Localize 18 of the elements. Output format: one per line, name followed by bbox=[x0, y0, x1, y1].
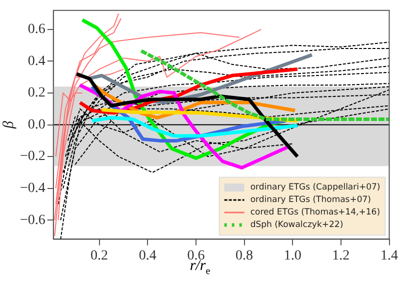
x-tick-label: 0.4 bbox=[138, 248, 156, 264]
y-axis-title: β bbox=[0, 120, 17, 130]
legend-label: ordinary ETGs (Thomas+07) bbox=[250, 195, 372, 206]
y-tick-label: 0.4 bbox=[28, 54, 46, 69]
legend-label: cored ETGs (Thomas+14,+16) bbox=[250, 208, 380, 218]
y-tick-label: −0.2 bbox=[20, 149, 46, 164]
x-tick-label: 1.2 bbox=[332, 248, 350, 264]
legend-label: ordinary ETGs (Cappellari+07) bbox=[250, 182, 380, 193]
y-tick-label: −0.4 bbox=[20, 181, 46, 196]
x-tick-label: 0.8 bbox=[236, 248, 254, 264]
x-tick-label: 1.0 bbox=[284, 248, 302, 264]
x-tick-label: 0.2 bbox=[90, 248, 108, 264]
x-tick-label: 1.4 bbox=[380, 248, 398, 264]
y-tick-label: 0.0 bbox=[28, 117, 46, 132]
y-tick-label: 0.2 bbox=[28, 86, 46, 101]
y-tick-label: −0.6 bbox=[20, 212, 46, 228]
y-tick-label: 0.6 bbox=[28, 22, 46, 38]
legend-label: dSph (Kowalczyk+22) bbox=[250, 220, 344, 230]
